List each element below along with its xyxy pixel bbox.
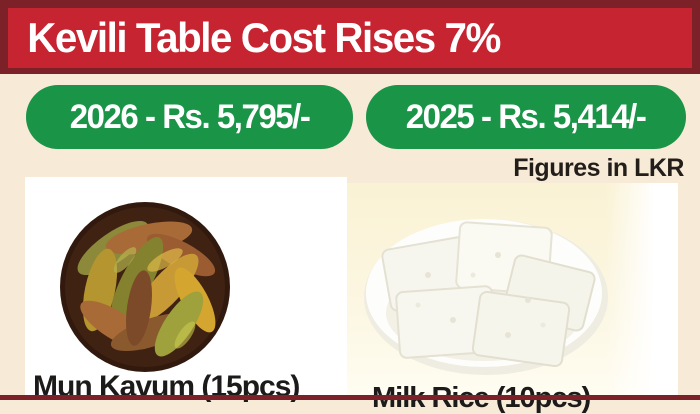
milk-rice-photo xyxy=(364,219,608,375)
price-badge-2026-label: 2026 - Rs. 5,795/- xyxy=(69,98,311,136)
currency-note: Figures in LKR xyxy=(513,154,684,182)
price-badge-2025: 2025 - Rs. 5,414/- xyxy=(366,85,686,149)
page-title: Kevili Table Cost Rises 7% xyxy=(27,14,501,61)
kavum-bowl xyxy=(60,202,230,372)
bottom-frame-strip xyxy=(0,395,700,400)
mun-kavum-photo xyxy=(60,202,230,372)
price-badge-2025-label: 2025 - Rs. 5,414/- xyxy=(406,98,647,136)
milk-rice-plate xyxy=(364,219,608,375)
header-band: Kevili Table Cost Rises 7% xyxy=(0,0,700,74)
price-badge-2026: 2026 - Rs. 5,795/- xyxy=(26,85,353,149)
headline-banner: Kevili Table Cost Rises 7% xyxy=(8,8,692,68)
